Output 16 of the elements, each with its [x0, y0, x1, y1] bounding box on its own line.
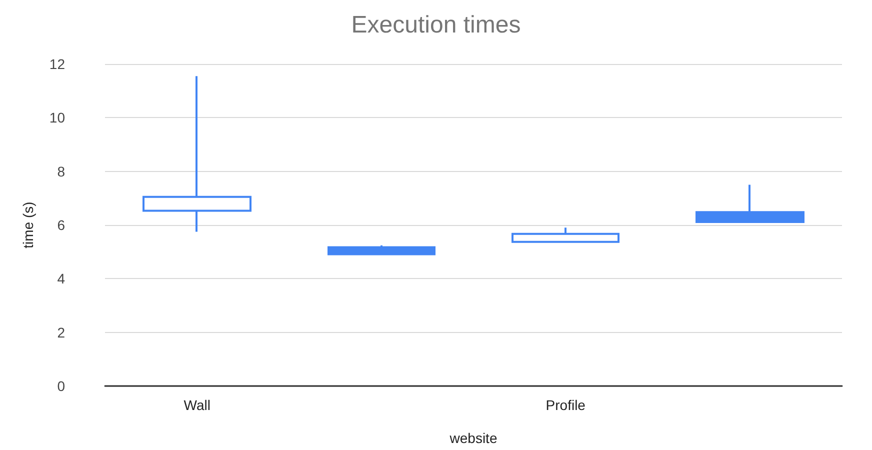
y-tick-label: 0	[57, 378, 66, 394]
y-tick-label: 12	[49, 56, 66, 72]
candlestick	[696, 184, 804, 224]
y-axis-title: time (s)	[20, 202, 36, 248]
x-tick-label: Wall	[184, 397, 210, 413]
y-tick-label: 6	[57, 217, 66, 233]
y-tick-label: 10	[49, 110, 66, 126]
x-tick-label: Profile	[546, 397, 586, 413]
x-axis-title: website	[448, 430, 498, 446]
y-tick-label: 2	[57, 324, 66, 340]
y-tick-label: 8	[57, 163, 66, 180]
y-tick-label: 4	[57, 270, 66, 287]
chart-title: Execution times	[351, 12, 521, 38]
candlestick	[328, 244, 436, 256]
candlestick	[512, 226, 620, 243]
candlestick	[142, 75, 252, 233]
